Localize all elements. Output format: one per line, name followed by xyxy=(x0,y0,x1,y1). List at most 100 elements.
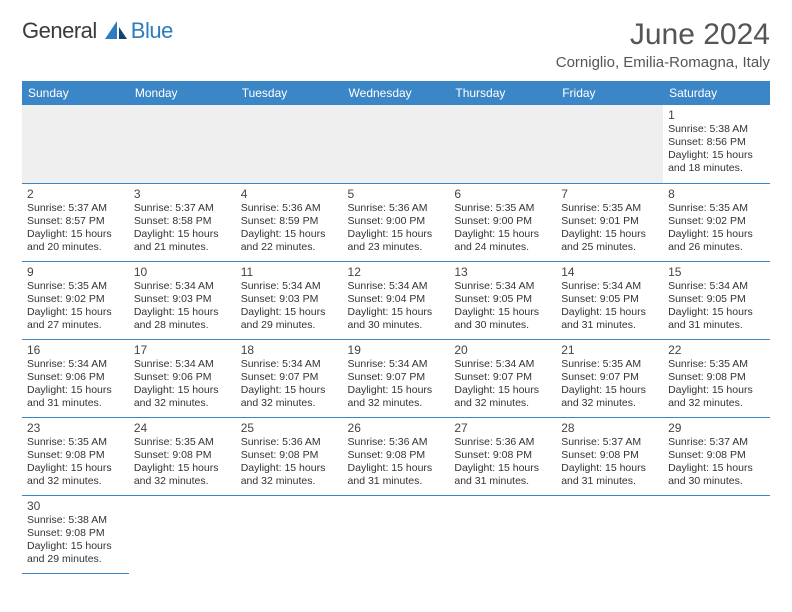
sunrise-line: Sunrise: 5:38 AM xyxy=(27,514,124,527)
sunset-line: Sunset: 8:59 PM xyxy=(241,215,338,228)
calendar-table: Sunday Monday Tuesday Wednesday Thursday… xyxy=(22,81,770,574)
calendar-cell: 16Sunrise: 5:34 AMSunset: 9:06 PMDayligh… xyxy=(22,339,129,417)
daylight-line: Daylight: 15 hours and 29 minutes. xyxy=(241,306,338,332)
sunrise-line: Sunrise: 5:34 AM xyxy=(668,280,765,293)
location: Corniglio, Emilia-Romagna, Italy xyxy=(556,54,770,71)
calendar-cell: 6Sunrise: 5:35 AMSunset: 9:00 PMDaylight… xyxy=(449,183,556,261)
sunset-line: Sunset: 9:05 PM xyxy=(668,293,765,306)
day-number: 7 xyxy=(561,187,658,201)
sunrise-line: Sunrise: 5:35 AM xyxy=(27,436,124,449)
day-number: 23 xyxy=(27,421,124,435)
sunset-line: Sunset: 9:02 PM xyxy=(27,293,124,306)
daylight-line: Daylight: 15 hours and 32 minutes. xyxy=(27,462,124,488)
daylight-line: Daylight: 15 hours and 21 minutes. xyxy=(134,228,231,254)
calendar-cell: 7Sunrise: 5:35 AMSunset: 9:01 PMDaylight… xyxy=(556,183,663,261)
sunrise-line: Sunrise: 5:34 AM xyxy=(134,280,231,293)
daylight-line: Daylight: 15 hours and 26 minutes. xyxy=(668,228,765,254)
daylight-line: Daylight: 15 hours and 25 minutes. xyxy=(561,228,658,254)
calendar-cell: 8Sunrise: 5:35 AMSunset: 9:02 PMDaylight… xyxy=(663,183,770,261)
day-number: 24 xyxy=(134,421,231,435)
sunset-line: Sunset: 8:57 PM xyxy=(27,215,124,228)
day-number: 12 xyxy=(348,265,445,279)
calendar-cell xyxy=(449,105,556,183)
day-number: 27 xyxy=(454,421,551,435)
sunrise-line: Sunrise: 5:38 AM xyxy=(668,123,765,136)
col-header: Friday xyxy=(556,81,663,105)
sunset-line: Sunset: 9:06 PM xyxy=(27,371,124,384)
sunset-line: Sunset: 9:08 PM xyxy=(454,449,551,462)
sunset-line: Sunset: 9:08 PM xyxy=(27,449,124,462)
day-number: 4 xyxy=(241,187,338,201)
sunset-line: Sunset: 9:07 PM xyxy=(454,371,551,384)
day-number: 20 xyxy=(454,343,551,357)
sunrise-line: Sunrise: 5:36 AM xyxy=(348,202,445,215)
calendar-cell xyxy=(449,495,556,573)
calendar-cell xyxy=(343,495,450,573)
daylight-line: Daylight: 15 hours and 32 minutes. xyxy=(668,384,765,410)
sunset-line: Sunset: 9:08 PM xyxy=(561,449,658,462)
brand-sail-icon xyxy=(103,19,129,44)
sunset-line: Sunset: 9:03 PM xyxy=(241,293,338,306)
calendar-cell: 18Sunrise: 5:34 AMSunset: 9:07 PMDayligh… xyxy=(236,339,343,417)
sunset-line: Sunset: 9:05 PM xyxy=(454,293,551,306)
sunset-line: Sunset: 8:58 PM xyxy=(134,215,231,228)
sunset-line: Sunset: 9:08 PM xyxy=(134,449,231,462)
sunrise-line: Sunrise: 5:34 AM xyxy=(348,358,445,371)
day-number: 22 xyxy=(668,343,765,357)
sunset-line: Sunset: 8:56 PM xyxy=(668,136,765,149)
daylight-line: Daylight: 15 hours and 31 minutes. xyxy=(668,306,765,332)
col-header: Saturday xyxy=(663,81,770,105)
daylight-line: Daylight: 15 hours and 32 minutes. xyxy=(454,384,551,410)
daylight-line: Daylight: 15 hours and 32 minutes. xyxy=(241,462,338,488)
calendar-cell xyxy=(236,495,343,573)
sunrise-line: Sunrise: 5:35 AM xyxy=(27,280,124,293)
sunrise-line: Sunrise: 5:34 AM xyxy=(454,280,551,293)
day-number: 1 xyxy=(668,108,765,122)
calendar-row: 9Sunrise: 5:35 AMSunset: 9:02 PMDaylight… xyxy=(22,261,770,339)
col-header: Monday xyxy=(129,81,236,105)
sunrise-line: Sunrise: 5:34 AM xyxy=(241,280,338,293)
daylight-line: Daylight: 15 hours and 18 minutes. xyxy=(668,149,765,175)
day-number: 21 xyxy=(561,343,658,357)
sunset-line: Sunset: 9:07 PM xyxy=(348,371,445,384)
daylight-line: Daylight: 15 hours and 32 minutes. xyxy=(241,384,338,410)
day-number: 25 xyxy=(241,421,338,435)
page-title: June 2024 xyxy=(556,18,770,52)
day-number: 29 xyxy=(668,421,765,435)
day-number: 15 xyxy=(668,265,765,279)
title-block: June 2024 Corniglio, Emilia-Romagna, Ita… xyxy=(556,18,770,71)
sunrise-line: Sunrise: 5:35 AM xyxy=(561,202,658,215)
sunrise-line: Sunrise: 5:37 AM xyxy=(561,436,658,449)
day-number: 10 xyxy=(134,265,231,279)
calendar-cell: 11Sunrise: 5:34 AMSunset: 9:03 PMDayligh… xyxy=(236,261,343,339)
day-number: 13 xyxy=(454,265,551,279)
sunset-line: Sunset: 9:05 PM xyxy=(561,293,658,306)
daylight-line: Daylight: 15 hours and 31 minutes. xyxy=(561,306,658,332)
calendar-cell: 5Sunrise: 5:36 AMSunset: 9:00 PMDaylight… xyxy=(343,183,450,261)
day-number: 6 xyxy=(454,187,551,201)
sunset-line: Sunset: 9:07 PM xyxy=(241,371,338,384)
calendar-cell: 12Sunrise: 5:34 AMSunset: 9:04 PMDayligh… xyxy=(343,261,450,339)
daylight-line: Daylight: 15 hours and 29 minutes. xyxy=(27,540,124,566)
calendar-cell: 3Sunrise: 5:37 AMSunset: 8:58 PMDaylight… xyxy=(129,183,236,261)
sunrise-line: Sunrise: 5:36 AM xyxy=(348,436,445,449)
sunrise-line: Sunrise: 5:37 AM xyxy=(27,202,124,215)
calendar-row: 16Sunrise: 5:34 AMSunset: 9:06 PMDayligh… xyxy=(22,339,770,417)
sunset-line: Sunset: 9:08 PM xyxy=(668,371,765,384)
calendar-row: 1Sunrise: 5:38 AMSunset: 8:56 PMDaylight… xyxy=(22,105,770,183)
sunrise-line: Sunrise: 5:36 AM xyxy=(241,202,338,215)
col-header: Wednesday xyxy=(343,81,450,105)
sunset-line: Sunset: 9:08 PM xyxy=(348,449,445,462)
calendar-cell: 20Sunrise: 5:34 AMSunset: 9:07 PMDayligh… xyxy=(449,339,556,417)
day-number: 17 xyxy=(134,343,231,357)
daylight-line: Daylight: 15 hours and 32 minutes. xyxy=(134,462,231,488)
sunset-line: Sunset: 9:02 PM xyxy=(668,215,765,228)
day-number: 8 xyxy=(668,187,765,201)
calendar-cell: 24Sunrise: 5:35 AMSunset: 9:08 PMDayligh… xyxy=(129,417,236,495)
sunrise-line: Sunrise: 5:34 AM xyxy=(561,280,658,293)
calendar-cell: 2Sunrise: 5:37 AMSunset: 8:57 PMDaylight… xyxy=(22,183,129,261)
sunrise-line: Sunrise: 5:35 AM xyxy=(668,202,765,215)
sunset-line: Sunset: 9:01 PM xyxy=(561,215,658,228)
daylight-line: Daylight: 15 hours and 30 minutes. xyxy=(348,306,445,332)
calendar-cell xyxy=(22,105,129,183)
